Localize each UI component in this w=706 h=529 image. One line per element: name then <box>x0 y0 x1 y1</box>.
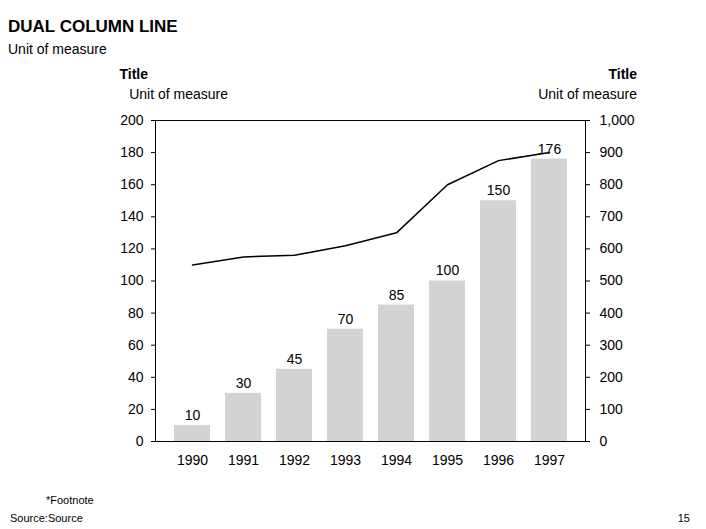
svg-text:400: 400 <box>600 305 624 321</box>
svg-text:60: 60 <box>128 337 144 353</box>
svg-text:1991: 1991 <box>228 452 259 468</box>
svg-text:900: 900 <box>600 144 624 160</box>
svg-text:0: 0 <box>600 433 608 449</box>
svg-text:700: 700 <box>600 208 624 224</box>
svg-text:1990: 1990 <box>177 452 208 468</box>
svg-text:1,000: 1,000 <box>600 112 635 128</box>
svg-text:176: 176 <box>537 140 562 157</box>
html-text:Unit of measure: Unit of measure <box>129 86 228 102</box>
svg-text:70: 70 <box>338 311 354 327</box>
svg-text:80: 80 <box>128 305 144 321</box>
svg-text:0: 0 <box>136 433 144 449</box>
svg-text:45: 45 <box>287 351 303 367</box>
svg-text:100: 100 <box>120 272 144 288</box>
html-text:Title: Title <box>119 66 148 82</box>
svg-text:85: 85 <box>389 287 405 303</box>
svg-text:200: 200 <box>600 369 624 385</box>
svg-text:300: 300 <box>600 337 624 353</box>
svg-text:100: 100 <box>600 401 624 417</box>
svg-text:200: 200 <box>120 112 144 128</box>
svg-text:500: 500 <box>600 272 624 288</box>
html-text:Unit of measure: Unit of measure <box>8 41 107 57</box>
html-text:DUAL COLUMN LINE: DUAL COLUMN LINE <box>8 17 178 36</box>
svg-text:140: 140 <box>120 208 144 224</box>
svg-text:800: 800 <box>600 176 624 192</box>
html-text:15: 15 <box>677 512 690 524</box>
svg-text:120: 120 <box>120 240 144 256</box>
svg-text:1993: 1993 <box>330 452 361 468</box>
html-text:Title: Title <box>608 66 637 82</box>
svg-text:10: 10 <box>185 407 201 423</box>
svg-text:1997: 1997 <box>534 452 565 468</box>
svg-text:600: 600 <box>600 240 624 256</box>
svg-text:20: 20 <box>128 401 144 417</box>
html-text:*Footnote: *Footnote <box>46 494 94 506</box>
html-text:Unit of measure: Unit of measure <box>538 86 637 102</box>
svg-text:160: 160 <box>120 176 144 192</box>
svg-text:150: 150 <box>487 182 511 198</box>
html-text:Source:Source: Source:Source <box>10 512 83 524</box>
svg-text:30: 30 <box>236 375 252 391</box>
svg-text:1992: 1992 <box>279 452 310 468</box>
svg-text:1996: 1996 <box>483 452 514 468</box>
svg-text:40: 40 <box>128 369 144 385</box>
svg-text:100: 100 <box>436 262 460 278</box>
svg-text:1994: 1994 <box>381 452 412 468</box>
svg-text:180: 180 <box>120 144 144 160</box>
svg-text:1995: 1995 <box>432 452 463 468</box>
